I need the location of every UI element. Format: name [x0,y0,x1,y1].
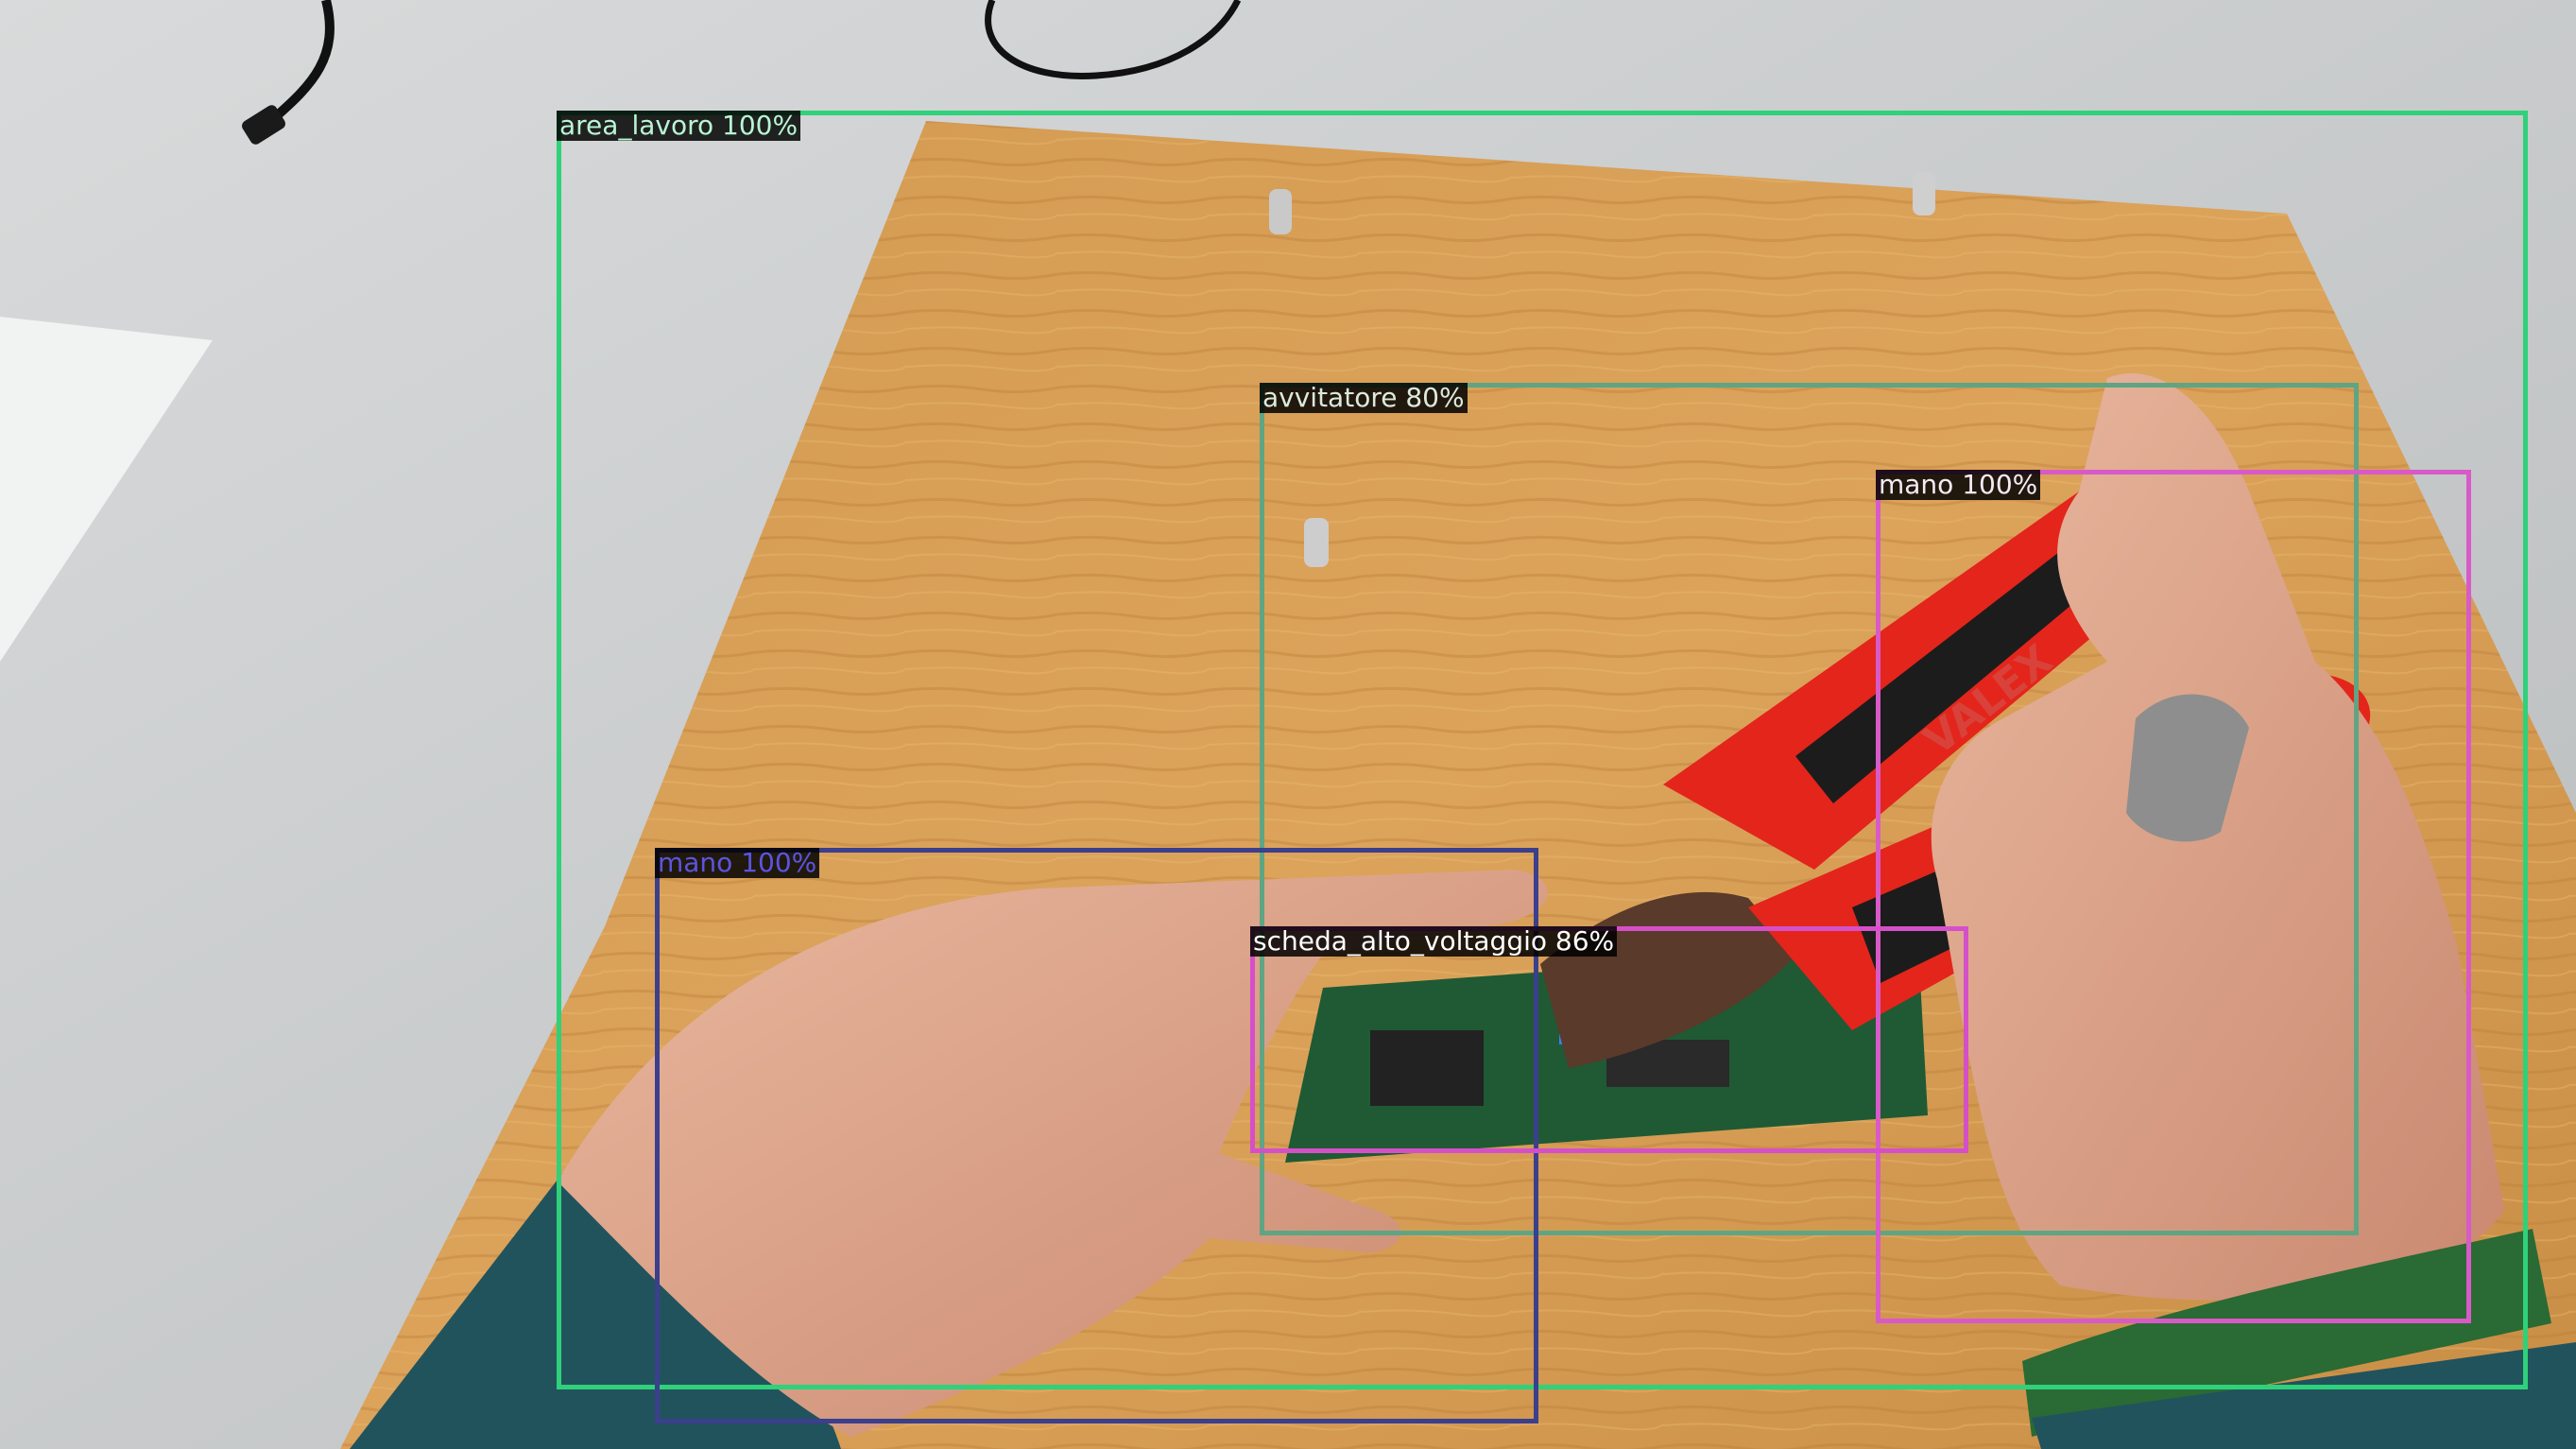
detection-label: scheda_alto_voltaggio 86% [1250,926,1618,957]
right-hand [1931,373,2504,1301]
left-hand [558,870,1548,1437]
detection-label: avvitatore 80% [1260,383,1468,413]
usb-plug [242,105,285,145]
usb-cable [270,0,335,122]
detection-box-mano-right: mano 100% [1876,470,2471,1323]
paper-sheet [0,317,213,662]
detection-box-mano-left: mano 100% [655,848,1538,1423]
ring [2126,694,2249,842]
detection-box-scheda-alto-voltaggio: scheda_alto_voltaggio 86% [1250,926,1968,1153]
detection-label: area_lavoro 100% [557,111,801,141]
detection-box-avvitatore: avvitatore 80% [1260,383,2359,1235]
detection-box-area-lavoro: area_lavoro 100% [557,111,2528,1389]
metal-pins [1269,172,1935,567]
left-sleeve [350,1167,841,1449]
detection-label: mano 100% [655,848,820,878]
detection-label: mano 100% [1876,470,2041,500]
right-sleeve [2032,1342,2576,1449]
cable-loop [985,0,1242,79]
